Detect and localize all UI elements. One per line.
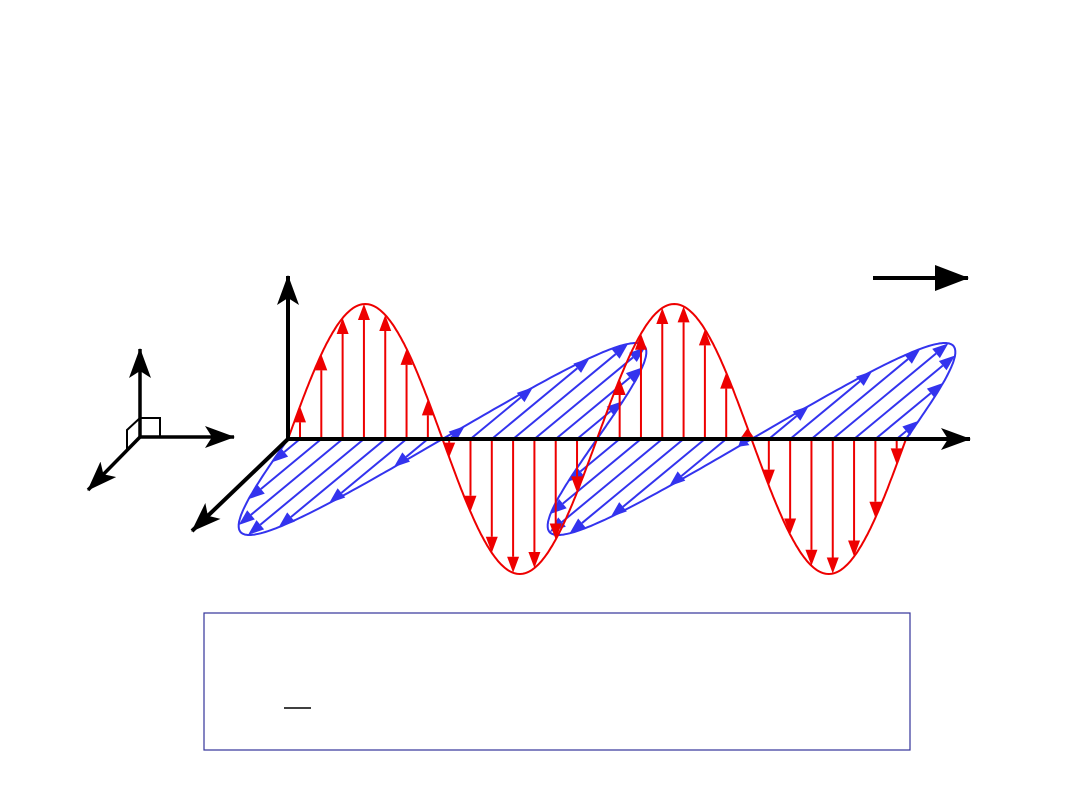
electric-field-vector [357,304,370,439]
magnetic-field-vector [768,405,809,440]
magnetic-axis [190,437,290,533]
electric-field-vector [698,329,711,439]
electric-field-vector [294,406,306,439]
magnetic-field-vector [669,438,727,487]
magnetic-field-vector [832,343,949,440]
electric-field-vector [528,439,541,569]
magnetic-field-vector [789,371,873,440]
electric-field-vector [549,439,562,540]
coordinate-axes-icon [86,348,235,492]
electric-field-vector [571,439,584,493]
electric-field-vector [720,372,733,439]
magnetic-field-vector [810,348,921,440]
magnetic-field-vector [247,438,365,535]
magnetic-field-vector [853,355,956,440]
formula-box [203,612,911,751]
electric-field-vector [315,354,328,439]
magnetic-field-vector [271,438,301,463]
magnetic-field-vector [512,343,629,440]
electric-field-vector [890,439,903,465]
main-axes [190,275,971,533]
electric-field-vector [400,348,413,439]
magnetic-field-vector [555,367,643,440]
electric-field-vector [805,439,818,566]
electric-field-vector [485,439,498,553]
electric-field-vector [507,439,520,573]
electric-field-vector [379,315,392,439]
electric-field-vector [464,439,477,512]
electric-field-vector [421,399,434,439]
magnetic-field-vector [469,387,533,440]
electric-field-vector [869,439,882,518]
electric-field-vector [762,439,775,486]
electric-field-vector [848,439,861,557]
magnetic-field-vector [238,438,344,526]
magnetic-field-vector [569,438,685,534]
electric-field-vector [613,378,626,439]
magnetic-field-vector [610,438,706,517]
magnetic-field-wave [237,342,957,536]
electric-field-vector [826,439,839,574]
electric-field-vector [634,333,647,439]
electric-field-wave [287,302,907,576]
electric-field-vector [784,439,797,535]
magnetic-field-vector [393,438,429,468]
magnetic-field-vector [874,383,944,440]
magnetic-field-vector [491,358,590,440]
electric-field-vector [677,306,690,439]
magnetic-field-vector [329,438,408,504]
magnetic-field-vector [248,438,322,500]
electric-field-vector [656,307,669,439]
magnetic-field-vector [278,438,386,528]
electric-field-vector [336,318,349,439]
